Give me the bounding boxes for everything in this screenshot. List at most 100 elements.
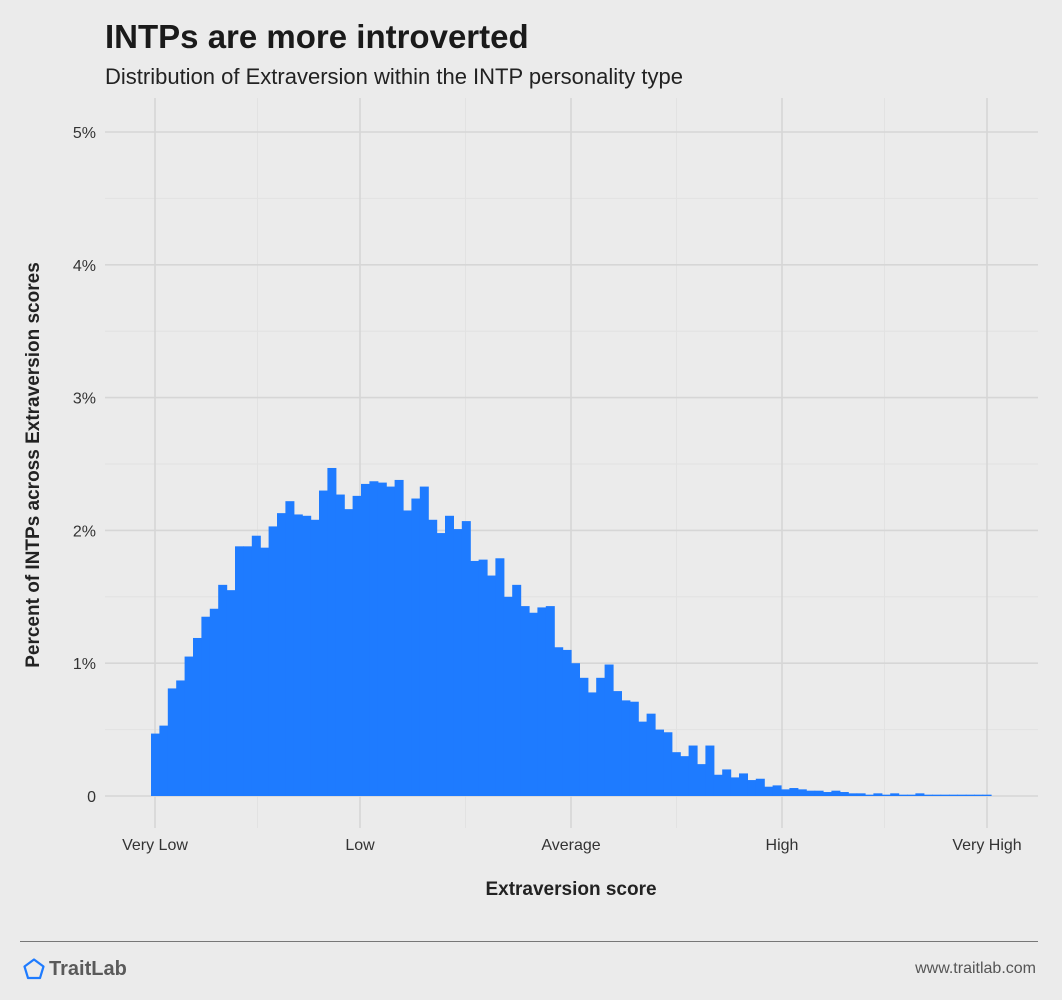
y-tick-label: 1%	[73, 656, 96, 673]
histogram-bar	[554, 647, 564, 796]
histogram-bar	[361, 483, 370, 796]
histogram-bar	[671, 752, 681, 796]
histogram-bar	[184, 656, 194, 796]
y-tick-label: 2%	[73, 523, 96, 540]
histogram-bar	[419, 486, 429, 796]
histogram-bar	[285, 501, 295, 796]
histogram-bar	[151, 733, 160, 796]
histogram-bar	[260, 547, 270, 796]
histogram-bar	[235, 546, 244, 796]
histogram-bar	[881, 794, 891, 796]
histogram-bar	[495, 558, 505, 796]
y-tick-label: 4%	[73, 258, 96, 275]
histogram-bar	[764, 786, 774, 796]
histogram-bar	[453, 529, 463, 796]
histogram-bar	[646, 713, 656, 796]
histogram-bar	[772, 785, 782, 796]
histogram-bar	[226, 590, 236, 796]
histogram-bar	[167, 688, 177, 796]
histogram-bar	[335, 494, 345, 796]
histogram-bar	[898, 794, 908, 796]
x-tick-label: High	[766, 837, 799, 854]
histogram-bar	[655, 729, 664, 796]
histogram-bar	[487, 575, 496, 796]
histogram-bar	[445, 515, 454, 796]
histogram-bar	[520, 606, 530, 796]
histogram-bar	[839, 792, 849, 796]
histogram-bar	[571, 663, 580, 796]
histogram-bar	[848, 793, 858, 796]
histogram-bar	[461, 521, 471, 796]
histogram-bar	[302, 515, 312, 796]
histogram-bar	[478, 559, 488, 796]
chart-subtitle: Distribution of Extraversion within the …	[105, 64, 683, 89]
y-axis-title: Percent of INTPs across Extraversion sco…	[23, 262, 44, 668]
histogram-bar	[352, 495, 362, 796]
histogram-bar	[890, 793, 900, 796]
histogram-bar	[965, 794, 975, 796]
histogram-bar	[907, 794, 916, 796]
histogram-bar	[873, 793, 883, 796]
histogram-bar	[932, 794, 942, 796]
histogram-bar	[806, 790, 816, 796]
histogram-bar	[797, 789, 807, 796]
histogram-bar	[386, 486, 396, 796]
histogram-bar	[159, 725, 169, 796]
pentagon-icon	[22, 957, 46, 981]
histogram-bar	[730, 777, 740, 796]
histogram-bar	[193, 637, 202, 796]
footer-divider	[20, 941, 1038, 942]
histogram-bar	[218, 584, 228, 796]
histogram-bar	[621, 700, 631, 796]
histogram-bar	[587, 692, 597, 796]
histogram-bar	[596, 677, 606, 796]
histogram-bar	[428, 519, 438, 796]
histogram-chart: 0 1% 2% 3% 4% 5% Very Low Low Average High Very H…	[23, 98, 1038, 900]
histogram-bar	[755, 778, 765, 796]
histogram-bar	[814, 790, 824, 796]
histogram-bar	[243, 546, 253, 796]
histogram-bar	[982, 794, 992, 796]
histogram-bar	[201, 616, 211, 796]
histogram-bar	[831, 790, 841, 796]
histogram-bar	[949, 794, 958, 796]
brand-logo[interactable]: TraitLab	[22, 957, 127, 981]
histogram-bar	[251, 535, 261, 796]
histogram-bar	[562, 649, 572, 796]
histogram-bar	[411, 498, 421, 796]
histogram-bar	[680, 756, 690, 796]
histogram-bar	[747, 780, 757, 796]
histogram-bar	[327, 467, 337, 796]
histogram-bar	[394, 479, 404, 796]
x-tick-label: Average	[541, 837, 600, 854]
histogram-bars	[151, 467, 992, 796]
histogram-bar	[470, 560, 480, 796]
histogram-bar	[823, 792, 832, 796]
histogram-bar	[865, 794, 874, 796]
histogram-bar	[638, 721, 648, 796]
histogram-bar	[957, 794, 967, 796]
histogram-bar	[545, 606, 555, 796]
y-axis-tick-labels: 0 1% 2% 3% 4% 5%	[73, 125, 96, 806]
histogram-bar	[537, 607, 547, 796]
histogram-bar	[697, 764, 706, 796]
site-url[interactable]: www.traitlab.com	[915, 960, 1036, 977]
histogram-bar	[923, 794, 933, 796]
x-tick-label: Low	[345, 837, 375, 854]
histogram-bar	[856, 793, 866, 796]
histogram-bar	[369, 481, 379, 796]
histogram-bar	[319, 490, 328, 796]
histogram-bar	[293, 514, 303, 796]
histogram-bar	[629, 701, 639, 796]
y-tick-label: 3%	[73, 391, 96, 408]
histogram-bar	[209, 608, 219, 796]
chart-title: INTPs are more introverted	[105, 18, 529, 55]
histogram-bar	[613, 691, 622, 796]
histogram-bar	[512, 584, 522, 796]
histogram-bar	[268, 526, 278, 796]
histogram-bar	[403, 510, 412, 796]
histogram-bar	[176, 680, 186, 796]
histogram-bar	[781, 789, 790, 796]
x-tick-label: Very High	[952, 837, 1021, 854]
histogram-bar	[739, 773, 748, 796]
